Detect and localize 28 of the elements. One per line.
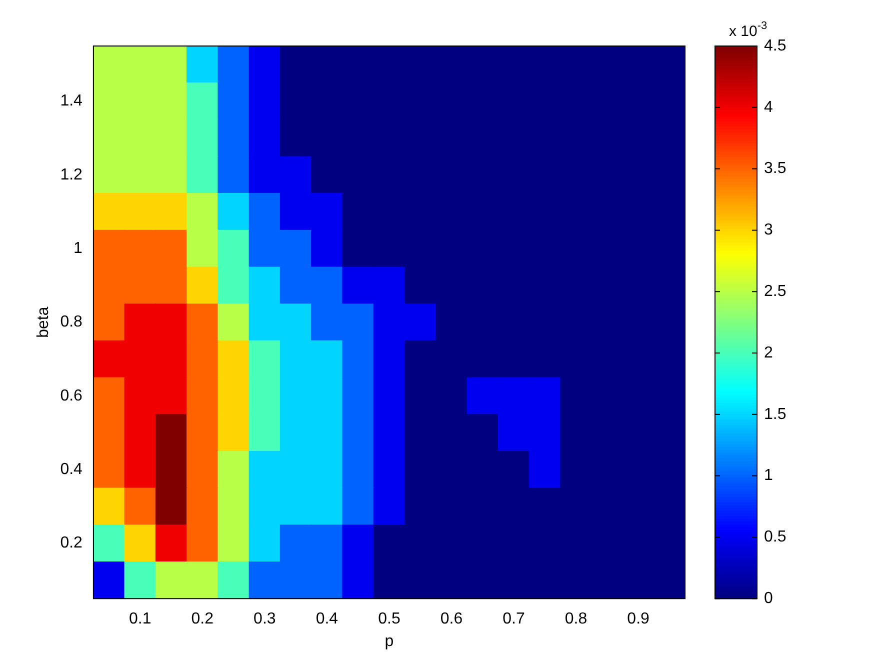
color-bar-label: 1 bbox=[764, 467, 773, 484]
color-bar-label: 4 bbox=[764, 98, 773, 116]
y-tick-label: 1 bbox=[74, 240, 83, 258]
x-axis-title: p bbox=[384, 632, 394, 650]
y-axis-title: beta bbox=[35, 306, 52, 338]
y-tick-label: 1.2 bbox=[60, 166, 83, 184]
y-tick-label: 0.8 bbox=[60, 314, 83, 331]
color-bar-label: 1.5 bbox=[764, 406, 786, 423]
x-tick-label: 0.9 bbox=[627, 610, 650, 628]
y-tick-label: 0.6 bbox=[60, 387, 83, 404]
x-tick-label: 0.6 bbox=[440, 610, 463, 628]
color-bar-label: 3.5 bbox=[764, 160, 786, 178]
x-tick-label: 0.1 bbox=[129, 610, 152, 628]
color-bar-label: 2.5 bbox=[764, 283, 786, 300]
color-bar-label: 4.5 bbox=[764, 37, 786, 54]
y-tick-label: 1.4 bbox=[60, 92, 83, 110]
x-tick-label: 0.7 bbox=[502, 610, 525, 628]
color-bar-label: 0.5 bbox=[764, 528, 786, 546]
x-tick-label: 0.2 bbox=[191, 610, 214, 628]
x-tick-label: 0.3 bbox=[254, 610, 276, 628]
color-bar-label: 2 bbox=[764, 344, 773, 362]
color-bar-label: 3 bbox=[764, 222, 773, 239]
x-tick-label: 0.4 bbox=[316, 610, 338, 628]
y-tick-label: 0.2 bbox=[60, 534, 83, 552]
y-tick-label: 0.4 bbox=[60, 461, 83, 478]
x-tick-label: 0.5 bbox=[378, 610, 400, 628]
color-bar-label: 0 bbox=[764, 590, 773, 608]
x-tick-label: 0.8 bbox=[564, 610, 588, 628]
